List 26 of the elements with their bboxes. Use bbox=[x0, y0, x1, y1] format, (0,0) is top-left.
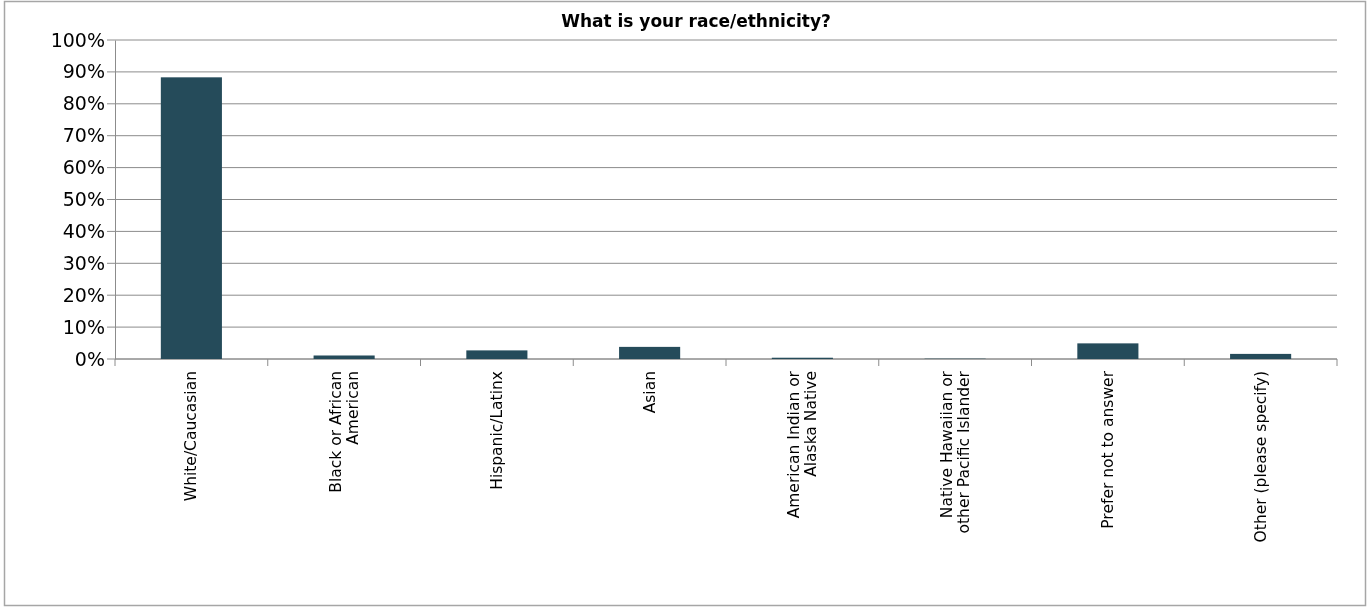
bar bbox=[466, 350, 528, 359]
x-tick-label: Black or African American bbox=[326, 371, 362, 493]
x-tick-label: White/Caucasian bbox=[182, 371, 201, 502]
y-tick-label: 40% bbox=[62, 219, 105, 242]
bar bbox=[313, 355, 375, 359]
x-tick-label: Other (please specify) bbox=[1251, 371, 1270, 543]
y-tick-label: 30% bbox=[62, 251, 105, 274]
y-tick-label: 20% bbox=[62, 283, 105, 306]
x-tick-label: Native Hawaiian or other Pacific Islander bbox=[937, 370, 973, 534]
bar bbox=[619, 346, 681, 359]
y-tick-label: 80% bbox=[62, 92, 105, 115]
x-tick-label: Hispanic/Latinx bbox=[487, 371, 506, 490]
y-tick-label: 70% bbox=[62, 124, 105, 147]
x-tick-label: Prefer not to answer bbox=[1098, 370, 1117, 529]
bar bbox=[160, 77, 222, 359]
y-tick-label: 50% bbox=[62, 188, 105, 211]
y-tick-label: 10% bbox=[62, 315, 105, 338]
chart-title: What is your race/ethnicity? bbox=[561, 11, 831, 31]
y-tick-label: 100% bbox=[50, 28, 105, 51]
bar bbox=[1230, 353, 1292, 359]
y-tick-label: 90% bbox=[62, 60, 105, 83]
y-tick-label: 0% bbox=[74, 347, 105, 370]
x-tick-label: American Indian or Alaska Native bbox=[784, 370, 820, 519]
y-tick-label: 60% bbox=[62, 156, 105, 179]
x-tick-label: Asian bbox=[640, 371, 659, 414]
bar bbox=[1077, 343, 1139, 359]
